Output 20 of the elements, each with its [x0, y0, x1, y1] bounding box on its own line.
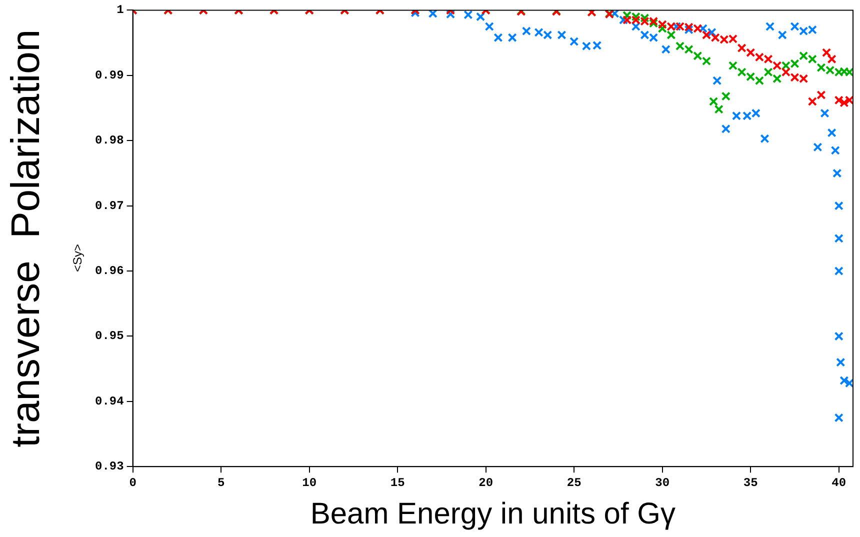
y-tick-label: 0.99 — [94, 68, 124, 82]
y-tick-label: 0.96 — [94, 264, 124, 278]
y-tick-label: 0.98 — [94, 134, 124, 148]
x-axis-title: Beam Energy in units of Gγ — [310, 497, 676, 530]
y-tick-label: 0.93 — [94, 460, 124, 474]
text: <Sy> — [70, 244, 84, 272]
x-tick-label: 0 — [129, 476, 136, 490]
x-tick-label: 35 — [743, 476, 758, 490]
y-tick-label: 1 — [116, 3, 124, 18]
x-tick-label: 15 — [390, 476, 405, 490]
y-axis-title: transverse Polarization — [4, 29, 48, 448]
x-tick-label: 10 — [302, 476, 317, 490]
y-tick-label: 0.95 — [94, 329, 124, 344]
x-tick-label: 20 — [478, 476, 494, 490]
x-tick-label: 40 — [832, 476, 846, 490]
y-tick-label: 0.97 — [94, 198, 124, 213]
x-tick-label: 30 — [655, 476, 670, 490]
x-tick-label: 25 — [566, 476, 582, 490]
x-tick-label: 5 — [217, 476, 225, 490]
y-tick-label: 0.94 — [94, 394, 124, 408]
